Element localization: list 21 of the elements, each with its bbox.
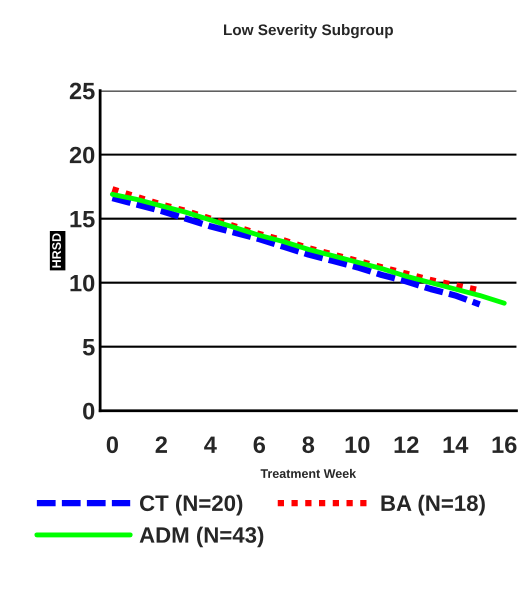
x-tick-label: 0 [106,436,118,454]
y-tick-label: 15 [70,210,95,228]
y-tick-label: 0 [83,402,94,420]
y-tick-label: 5 [82,339,95,356]
x-tick-label: 6 [254,436,266,454]
y-tick-label: 10 [70,274,94,292]
y-tick-label: 25 [70,82,95,100]
chart-title: Low Severity Subgroup [224,24,393,38]
x-axis-title: Treatment Week [260,468,356,478]
legend-label: ADM (N=43) [140,526,264,548]
x-tick-label: 4 [204,436,217,453]
legend-label: CT (N=20) [140,494,242,516]
x-tick-label: 2 [156,436,167,453]
x-tick-label: 10 [346,436,370,454]
y-tick-label: 20 [70,146,94,164]
legend-label: BA (N=18) [381,494,485,516]
x-tick-label: 8 [302,436,314,454]
x-tick-label: 16 [492,436,516,454]
x-tick-label: 14 [444,436,468,453]
x-tick-label: 12 [394,436,418,453]
y-axis-title: HRSD [52,233,61,268]
